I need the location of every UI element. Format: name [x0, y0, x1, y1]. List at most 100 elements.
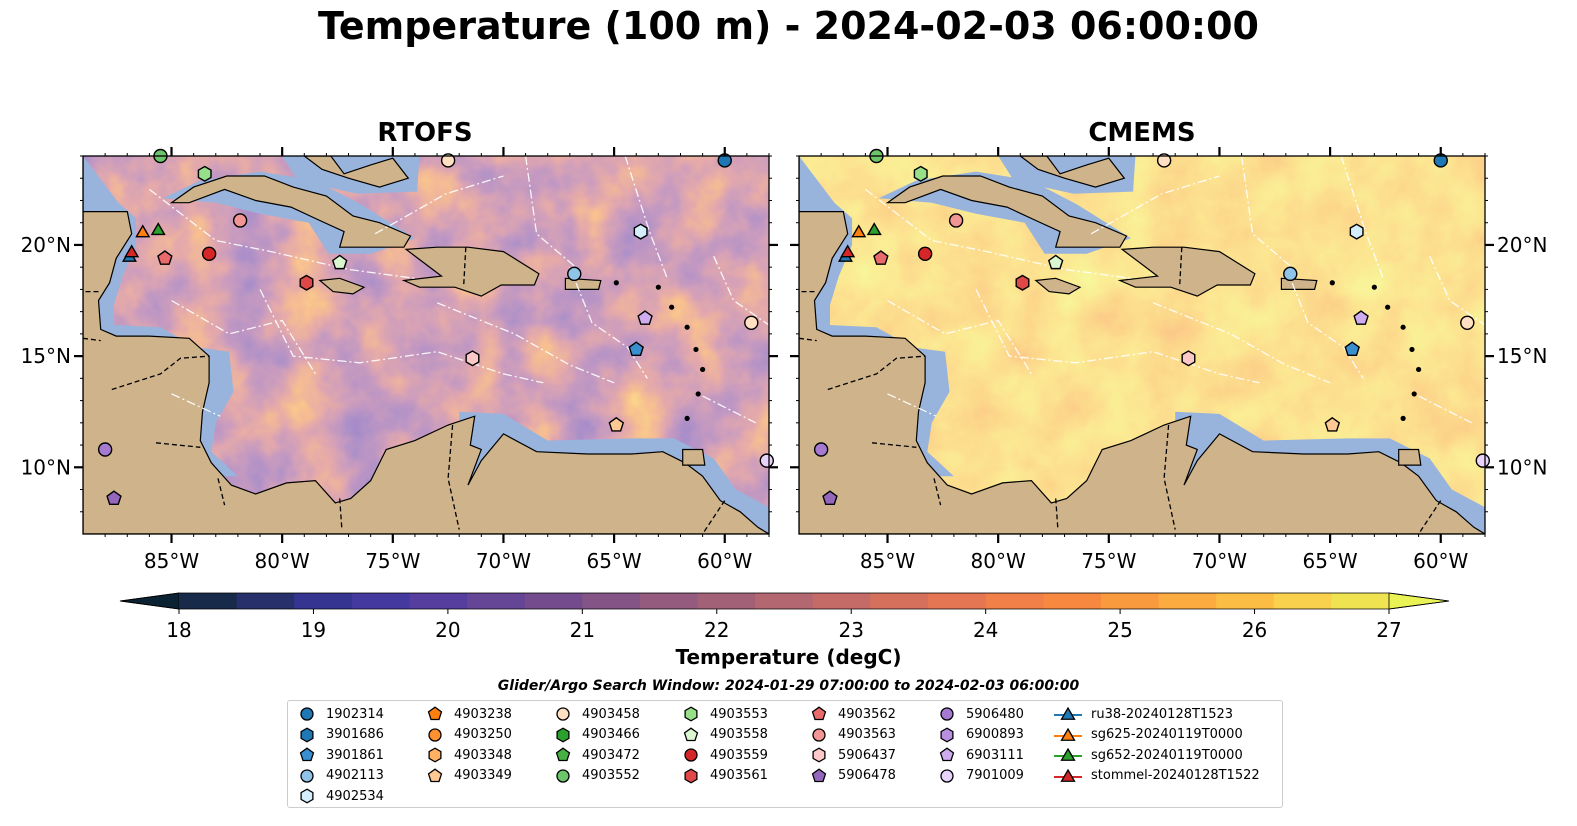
- legend-label: 4903349: [454, 768, 512, 783]
- lon-tick-label: 80°W: [255, 549, 310, 573]
- island: [1411, 391, 1417, 397]
- legend-label: 6903111: [966, 747, 1024, 763]
- island: [684, 324, 690, 330]
- lon-tick-label: 75°W: [365, 549, 420, 573]
- colorbar-swatch: [236, 593, 295, 609]
- legend-item-4903553: 4903553: [680, 704, 768, 724]
- legend-item-6903111: 6903111: [936, 745, 1024, 765]
- legend: 1902314 3901686 3901861 4902113 4902534 49032…: [287, 700, 1283, 808]
- legend-item-4903558: 4903558: [680, 725, 768, 745]
- legend-item-1902314: 1902314: [296, 704, 384, 724]
- island: [669, 304, 675, 310]
- legend-label: 4903558: [710, 727, 768, 742]
- national-border: [827, 355, 926, 391]
- legend-item-7901009: 7901009: [936, 766, 1024, 786]
- national-border: [1163, 424, 1176, 530]
- national-border: [1178, 247, 1183, 288]
- legend-label: 4902113: [326, 768, 384, 783]
- float-marker-5906478: [822, 490, 838, 506]
- legend-marker-pentagon: [811, 706, 827, 721]
- land-mass: [303, 156, 410, 188]
- float-marker-5906480: [97, 442, 113, 457]
- colorbar-swatch: [639, 593, 699, 609]
- legend-marker-pentagon: [299, 747, 315, 762]
- colorbar: 18 19 20 21 22 23 24 25 26 27: [119, 592, 1450, 642]
- legend-item-3901686: 3901686: [296, 725, 384, 745]
- colorbar-tick-label: 25: [1107, 618, 1132, 642]
- legend-label: 6900893: [966, 727, 1024, 742]
- lon-tick-label: 75°W: [1081, 549, 1136, 573]
- island: [693, 346, 699, 353]
- float-marker-sg625-20240119T0000: [851, 224, 867, 238]
- lon-tick-label: 70°W: [1192, 549, 1247, 573]
- legend-item-sg652-20240119T0000: sg652-20240119T0000: [1053, 745, 1243, 765]
- national-border: [217, 478, 226, 506]
- lon-tick-label: 85°W: [860, 549, 915, 573]
- map-frame: [82, 155, 770, 535]
- national-border: [1055, 498, 1059, 530]
- legend-marker-circle: [300, 707, 314, 721]
- island: [1371, 284, 1377, 290]
- panel-title-cmems: CMEMS: [1088, 118, 1196, 148]
- float-marker-5906478: [106, 490, 122, 506]
- legend-item-ru38-20240128T1523: ru38-20240128T1523: [1053, 704, 1233, 724]
- eez-boundary: [259, 289, 544, 384]
- land-mass: [799, 156, 1485, 534]
- colorbar-tick-label: 22: [704, 618, 729, 642]
- float-marker-4903458: [744, 315, 759, 330]
- colorbar-swatch: [1216, 593, 1275, 609]
- float-marker-7901009: [1475, 453, 1490, 468]
- float-marker-4902534: [1349, 223, 1364, 240]
- colorbar-swatch: [1158, 593, 1217, 609]
- legend-item-4903349: 4903349: [424, 766, 512, 786]
- float-marker-4903558: [331, 254, 348, 270]
- float-marker-5906437: [465, 350, 480, 367]
- island: [1400, 415, 1406, 421]
- legend-label: 4903458: [582, 706, 640, 722]
- float-marker-5906480: [813, 442, 829, 457]
- colorbar-swatch: [870, 593, 929, 609]
- figure-title: Temperature (100 m) - 2024-02-03 06:00:0…: [317, 4, 1259, 48]
- legend-marker-triangle-line: [1054, 747, 1082, 761]
- colorbar-swatch: [524, 593, 583, 609]
- eez-boundary: [436, 302, 615, 384]
- lon-tick-label: 65°W: [586, 549, 641, 573]
- eez-boundary: [1090, 175, 1220, 235]
- legend-label: 3901686: [326, 727, 384, 742]
- lon-tick-label: 85°W: [144, 549, 199, 573]
- eez-boundary: [1285, 266, 1364, 379]
- national-border: [799, 337, 817, 342]
- land-mass: [318, 277, 366, 295]
- legend-marker-circle: [940, 707, 954, 721]
- colorbar-label: Temperature (degC): [675, 645, 902, 669]
- legend-label: 5906480: [966, 706, 1024, 722]
- lat-tick-label: 15°N: [1497, 344, 1547, 368]
- float-marker-4903458: [1460, 315, 1475, 330]
- legend-item-3901861: 3901861: [296, 745, 384, 765]
- legend-item-4903552: 4903552: [552, 766, 640, 786]
- legend-marker-pentagon: [427, 706, 443, 721]
- national-border: [462, 247, 467, 288]
- land-mass: [1280, 277, 1318, 290]
- national-border: [702, 500, 726, 534]
- colorbar-swatch: [1100, 593, 1160, 609]
- eez-boundary: [569, 266, 648, 379]
- float-marker-4902534: [633, 223, 648, 240]
- legend-item-5906437: 5906437: [808, 745, 896, 765]
- island: [1385, 304, 1391, 310]
- legend-item-sg625-20240119T0000: sg625-20240119T0000: [1053, 725, 1243, 745]
- legend-marker-triangle-line: [1054, 727, 1082, 741]
- colorbar-extend-min: [119, 592, 180, 610]
- land-mass: [169, 175, 412, 248]
- float-marker-4903349: [1324, 416, 1341, 432]
- eez-boundary: [149, 188, 415, 279]
- land-mass: [1398, 448, 1422, 466]
- float-marker-4903558: [1047, 254, 1064, 270]
- legend-marker-hexagon: [812, 747, 826, 763]
- colorbar-tick-label: 24: [973, 618, 998, 642]
- legend-label: 1902314: [326, 706, 384, 722]
- legend-marker-triangle-line: [1054, 768, 1082, 782]
- legend-marker-pentagon: [683, 726, 699, 741]
- legend-marker-hexagon: [300, 788, 314, 804]
- legend-marker-circle: [812, 727, 826, 742]
